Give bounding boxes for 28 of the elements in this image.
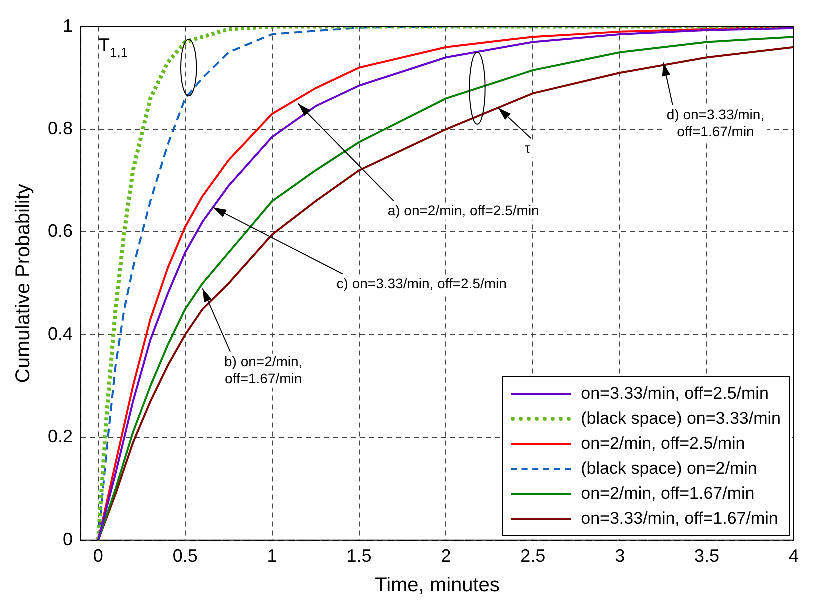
annotation: τ (525, 140, 532, 156)
y-tick-label: 0.6 (48, 221, 74, 242)
y-tick-label: 0 (63, 529, 74, 550)
y-axis-title: Cumulative Probability (12, 184, 35, 384)
x-tick-label: 1.5 (346, 546, 372, 566)
x-tick-label: 0.5 (172, 546, 198, 566)
annotation: b) on=2/min, off=1.67/min (224, 353, 303, 386)
legend-label: (black space) on=3.33/min (581, 408, 781, 429)
legend-label: on=3.33/min, off=2.5/min (581, 384, 769, 404)
y-tick-label: 0.2 (48, 426, 74, 447)
y-tick-label: 0.8 (48, 118, 74, 138)
x-tick-label: 0 (93, 546, 104, 566)
x-tick-label: 4 (788, 546, 800, 566)
x-tick-label: 2.5 (520, 546, 546, 566)
legend-label: on=3.33/min, off=1.67/min (581, 508, 778, 529)
x-tick-label: 3.5 (694, 546, 720, 566)
y-tick-label: 0.4 (48, 324, 74, 344)
legend-label: on=2/min, off=1.67/min (581, 484, 755, 504)
x-tick-label: 2 (441, 546, 452, 566)
annotation: c) on=3.33/min, off=2.5/min (336, 275, 507, 292)
x-tick-label: 3 (615, 546, 626, 566)
x-axis-title: Time, minutes (375, 574, 500, 597)
annotation: d) on=3.33/min, off=1.67/min (666, 106, 765, 140)
x-tick-label: 1 (267, 546, 278, 566)
annotation: a) on=2/min, off=2.5/min (388, 202, 540, 219)
y-tick-label: 1 (63, 16, 74, 36)
legend-label: on=2/min, off=2.5/min (581, 434, 746, 454)
legend-label: (black space) on=2/min (581, 458, 758, 479)
